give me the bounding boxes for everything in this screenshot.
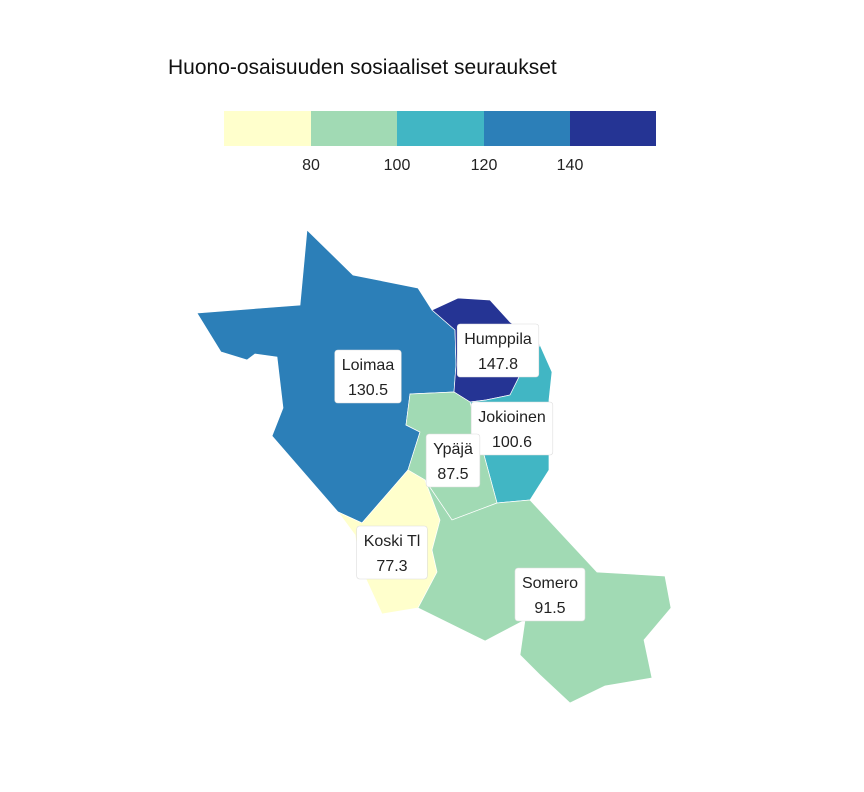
label-loimaa: Loimaa 130.5 (334, 349, 402, 404)
region-value: 91.5 (534, 600, 565, 617)
label-box (425, 433, 481, 488)
region-name: Koski Tl (364, 533, 421, 550)
label-koski: Koski Tl 77.3 (356, 525, 428, 580)
region-name: Loimaa (342, 357, 395, 374)
legend-tick-120: 120 (471, 157, 498, 174)
legend-tick-80: 80 (302, 157, 320, 174)
label-box (334, 349, 402, 404)
label-humppila: Humppila 147.8 (456, 323, 540, 378)
region-value: 87.5 (437, 466, 468, 483)
label-box (470, 401, 554, 456)
label-box (356, 525, 428, 580)
legend-bin-4 (484, 111, 570, 146)
region-value: 130.5 (348, 382, 388, 399)
region-name: Jokioinen (478, 409, 546, 426)
legend-bin-5 (570, 111, 656, 146)
legend-bin-3 (397, 111, 484, 146)
legend-tick-100: 100 (384, 157, 411, 174)
label-box (456, 323, 540, 378)
region-name: Ypäjä (433, 441, 473, 458)
legend-bin-2 (311, 111, 397, 146)
region-value: 77.3 (376, 558, 407, 575)
region-labels: Loimaa 130.5 Humppila 147.8 Jokioinen 100.6 Yp… (334, 323, 586, 622)
legend-tick-140: 140 (557, 157, 584, 174)
region-name: Humppila (464, 331, 532, 348)
label-jokioinen: Jokioinen 100.6 (470, 401, 554, 456)
legend-bin-1 (224, 111, 311, 146)
label-box (514, 567, 586, 622)
label-somero: Somero 91.5 (514, 567, 586, 622)
map-title: Huono-osaisuuden sosiaaliset seuraukset (168, 56, 557, 79)
region-name: Somero (522, 575, 578, 592)
label-ypaja: Ypäjä 87.5 (425, 433, 481, 488)
region-value: 100.6 (492, 434, 532, 451)
legend: 80 100 120 140 (224, 111, 656, 174)
region-value: 147.8 (478, 356, 518, 373)
